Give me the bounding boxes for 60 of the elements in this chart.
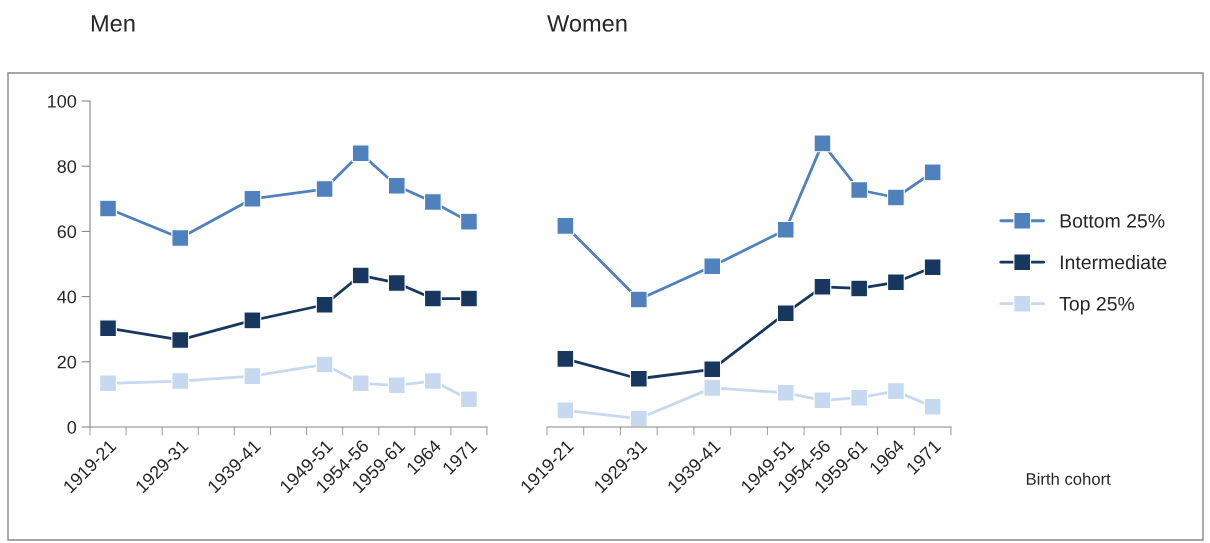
point [99, 319, 117, 338]
point [99, 374, 117, 393]
y-tick-label: 0 [67, 420, 77, 434]
point [629, 409, 648, 427]
point [171, 229, 190, 247]
point [460, 289, 478, 308]
point [629, 290, 648, 309]
point [556, 401, 575, 420]
point [776, 220, 795, 239]
point [387, 274, 406, 292]
point [171, 331, 190, 349]
point [887, 273, 905, 292]
point [923, 163, 942, 182]
point [813, 391, 832, 410]
point [99, 199, 117, 218]
point [629, 369, 648, 388]
point [351, 374, 370, 393]
y-tick-label: 80 [57, 160, 77, 173]
point [703, 360, 722, 379]
chart-title: Women [547, 15, 627, 32]
legend-label: Intermediate [1060, 254, 1167, 270]
y-tick-label: 20 [57, 355, 77, 369]
point [351, 266, 370, 285]
point [243, 189, 262, 208]
point [703, 378, 722, 397]
point [387, 376, 406, 395]
point [887, 188, 905, 207]
point [243, 367, 262, 386]
point [776, 304, 795, 323]
point [315, 295, 334, 314]
point [351, 144, 370, 163]
point [850, 181, 869, 199]
point [887, 382, 905, 401]
x-axis-title: Birth cohort [1026, 472, 1111, 485]
y-tick-label: 40 [57, 290, 77, 304]
point [243, 311, 262, 330]
point [850, 279, 869, 298]
legend-label: Bottom 25% [1060, 213, 1165, 228]
point [776, 383, 795, 402]
point [423, 193, 442, 211]
legend-label: Top 25% [1059, 296, 1135, 315]
y-tick-label: 60 [57, 225, 77, 239]
point [387, 176, 406, 195]
y-tick-label: 100 [48, 94, 77, 108]
point [423, 372, 442, 390]
point [315, 355, 334, 374]
point [315, 180, 334, 198]
point [171, 372, 190, 390]
chart-title: Men [91, 15, 135, 32]
point [850, 388, 869, 407]
point [703, 257, 722, 276]
point [813, 134, 832, 153]
point [460, 390, 478, 409]
point [923, 397, 942, 416]
point [923, 258, 942, 277]
point [460, 212, 478, 231]
point [556, 349, 575, 368]
point [423, 289, 442, 308]
point [556, 216, 575, 235]
point [813, 277, 832, 296]
